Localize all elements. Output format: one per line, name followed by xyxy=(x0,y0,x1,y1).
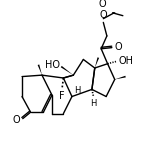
Text: O: O xyxy=(13,115,21,125)
Polygon shape xyxy=(61,66,73,75)
Text: O: O xyxy=(98,0,106,9)
Polygon shape xyxy=(38,64,42,75)
Text: O: O xyxy=(114,42,122,52)
Polygon shape xyxy=(95,57,99,68)
Text: H: H xyxy=(74,86,80,95)
Text: H: H xyxy=(91,99,97,108)
Text: F: F xyxy=(59,91,65,101)
Text: HO: HO xyxy=(45,60,60,70)
Polygon shape xyxy=(115,76,126,79)
Text: O: O xyxy=(99,10,107,20)
Text: OH: OH xyxy=(118,56,133,66)
